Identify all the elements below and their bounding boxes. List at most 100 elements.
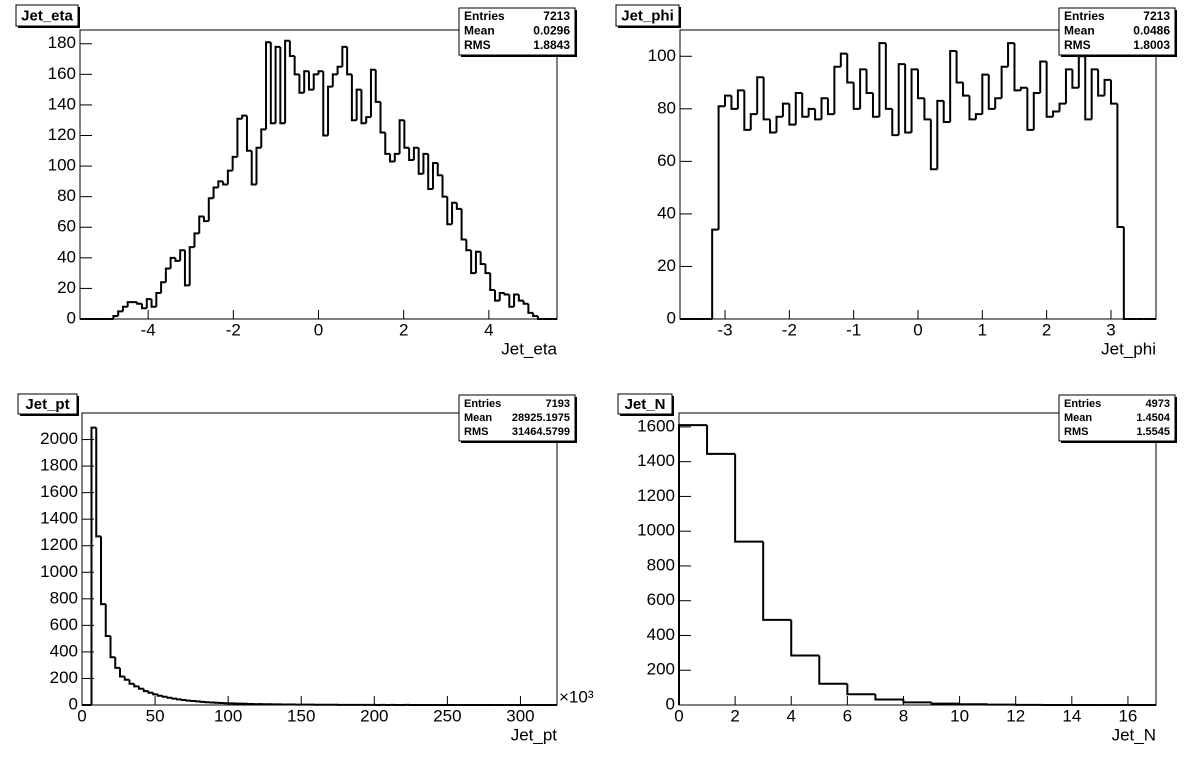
- histogram-bin: [479, 251, 486, 265]
- x-tick-label: 12: [1006, 706, 1025, 725]
- histogram-bin: [222, 181, 228, 186]
- histogram-bin: [180, 698, 187, 701]
- histogram-bin: [379, 101, 386, 134]
- x-tick-label: 10: [950, 706, 969, 725]
- x-tick-label: 16: [1118, 706, 1137, 725]
- stats-value: 1.4504: [1136, 412, 1171, 424]
- histogram-bin: [185, 699, 192, 702]
- histogram-bin: [1109, 79, 1118, 105]
- histogram-bin: [109, 635, 116, 659]
- stats-label: RMS: [464, 426, 488, 438]
- histogram-bin: [312, 73, 319, 90]
- histogram-bin: [917, 69, 925, 100]
- histogram-bin: [431, 162, 438, 190]
- histogram-bin: [389, 153, 395, 163]
- histogram-bin: [150, 299, 157, 308]
- histogram-bin: [331, 73, 338, 87]
- histogram-bin: [166, 696, 173, 699]
- y-tick-label: 1600: [637, 416, 675, 435]
- x-tick-label: -2: [226, 320, 241, 339]
- histogram-bin: [123, 676, 130, 681]
- x-tick-label: 2: [399, 320, 408, 339]
- chart-title: Jet_phi: [621, 7, 674, 24]
- histogram-bin: [119, 667, 125, 678]
- histogram-bin: [781, 102, 790, 117]
- histogram-bin: [112, 314, 119, 319]
- histogram-bin: [517, 294, 524, 302]
- histogram-bin: [1116, 103, 1124, 229]
- histogram-bin: [1013, 43, 1021, 92]
- histogram-bin: [1122, 227, 1131, 320]
- histogram-bin: [1026, 87, 1034, 131]
- histogram-bin: [128, 679, 135, 685]
- histogram-bin: [212, 186, 219, 199]
- histogram-bin: [522, 300, 529, 305]
- histogram-bin: [293, 55, 300, 76]
- x-tick-label: 3: [1106, 320, 1115, 339]
- histogram-bin: [717, 105, 726, 230]
- y-tick-label: 80: [57, 186, 76, 205]
- x-axis-label: Jet_N: [1112, 725, 1156, 744]
- histogram-bin: [897, 63, 906, 136]
- histogram-bin: [493, 289, 500, 302]
- histogram-bin: [891, 108, 899, 137]
- histogram-bin: [136, 302, 143, 305]
- histogram-bin: [839, 52, 848, 67]
- stats-label: Entries: [1064, 398, 1101, 410]
- histogram-bin: [852, 82, 861, 110]
- histogram-bin: [274, 45, 281, 124]
- x-tick-label: 200: [360, 706, 388, 725]
- stats-label: RMS: [1064, 426, 1088, 438]
- y-tick-label: 1200: [40, 535, 78, 554]
- y-tick-label: 800: [647, 555, 675, 574]
- histogram-bin: [1000, 65, 1009, 99]
- stats-value: 31464.5799: [512, 426, 570, 438]
- histogram-bin: [360, 89, 367, 125]
- stats-label: Mean: [464, 412, 492, 424]
- histogram-bin: [288, 40, 295, 57]
- histogram-bin: [465, 239, 472, 252]
- histogram-bin: [484, 263, 491, 275]
- y-tick-label: 60: [57, 217, 76, 236]
- histogram-bin: [1032, 92, 1041, 130]
- histogram-bin: [910, 68, 918, 133]
- histogram-bin: [460, 208, 467, 241]
- histogram-bin: [279, 46, 286, 125]
- y-tick-label: 100: [48, 156, 76, 175]
- histogram-bin: [126, 301, 133, 307]
- histogram-bin: [336, 65, 343, 75]
- histogram-bin: [769, 119, 777, 134]
- histogram-bin: [284, 39, 290, 124]
- histogram-bin: [260, 128, 267, 148]
- histogram-bin: [958, 703, 988, 706]
- histogram-bin: [470, 250, 476, 275]
- histogram-bin: [250, 150, 257, 186]
- title-box: [15, 4, 79, 27]
- x-tick-label: -2: [782, 320, 797, 339]
- histogram-bin: [730, 95, 738, 110]
- histogram-bin: [117, 310, 123, 316]
- x-tick-label: 1: [978, 320, 987, 339]
- histogram-bin: [532, 312, 538, 317]
- x-tick-label: 0: [77, 706, 86, 725]
- histogram-bin: [174, 257, 181, 262]
- x-tick-label: 0: [913, 320, 922, 339]
- histogram-bin: [95, 427, 101, 538]
- histogram-bin: [179, 249, 185, 261]
- y-tick-label: 0: [69, 694, 78, 713]
- histogram-bin: [141, 303, 147, 310]
- y-tick-label: 1800: [40, 456, 78, 475]
- title-box: [617, 393, 673, 415]
- histogram-bin: [508, 294, 515, 308]
- histogram-bin: [121, 305, 128, 312]
- histogram-bin: [393, 152, 400, 162]
- histogram-bin: [994, 97, 1002, 109]
- histogram-bin: [183, 250, 190, 287]
- x-axis-label: Jet_eta: [501, 339, 557, 358]
- histogram-bin: [871, 93, 880, 118]
- histogram-bin: [327, 85, 333, 136]
- stats-label: Mean: [1064, 24, 1095, 38]
- y-tick-label: 0: [666, 694, 675, 713]
- stats-label: Entries: [1064, 9, 1105, 23]
- x-tick-label: 8: [899, 706, 908, 725]
